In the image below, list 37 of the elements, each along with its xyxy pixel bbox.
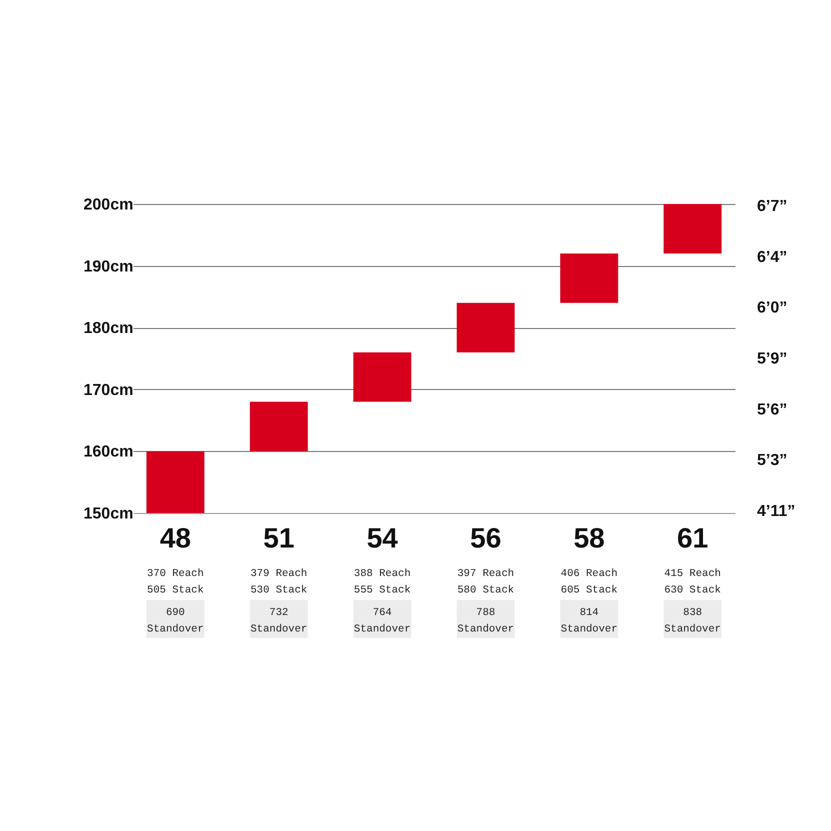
x-tick-label: 51 [263, 522, 294, 554]
text: 5’3” [757, 452, 788, 470]
y-tick-label: 160cm [84, 444, 134, 461]
text: 6’0” [757, 300, 788, 317]
text: 388 Reach 555 Stack [354, 568, 411, 596]
text: 764 Standover [354, 607, 411, 636]
bar [664, 204, 722, 254]
bar [250, 402, 308, 452]
text: 6’7” [757, 198, 788, 215]
text: 5’9” [757, 350, 788, 368]
y-tick-label: 170cm [84, 382, 134, 399]
bar [456, 302, 515, 352]
text: 690 Standover [147, 607, 204, 636]
y-tick-label: 190cm [84, 258, 134, 276]
x-tick-label: 48 [160, 522, 191, 554]
text: 406 Reach 605 Stack [560, 568, 618, 596]
x-tick-label: 56 [470, 522, 502, 554]
text: 415 Reach 630 Stack [664, 568, 721, 596]
x-tick-label: 61 [677, 522, 708, 554]
text: 5’6” [757, 401, 788, 418]
text: 397 Reach 580 Stack [457, 568, 514, 596]
text: 814 Standover [560, 607, 618, 636]
text: 4’11” [757, 503, 796, 520]
text: 788 Standover [457, 607, 514, 636]
bar [146, 451, 204, 513]
y-tick-label: 180cm [84, 320, 134, 338]
text: 732 Standover [250, 607, 308, 636]
x-tick-label: 54 [366, 522, 398, 554]
y-tick-label: 150cm [84, 506, 134, 522]
text: 6’4” [757, 248, 788, 266]
y-tick-label: 200cm [84, 196, 134, 214]
x-tick-label: 58 [574, 522, 605, 554]
bar [560, 253, 618, 303]
text: 370 Reach 505 Stack [147, 568, 204, 596]
bar [353, 352, 412, 402]
text: 379 Reach 530 Stack [250, 568, 308, 596]
text: 838 Standover [664, 607, 721, 636]
